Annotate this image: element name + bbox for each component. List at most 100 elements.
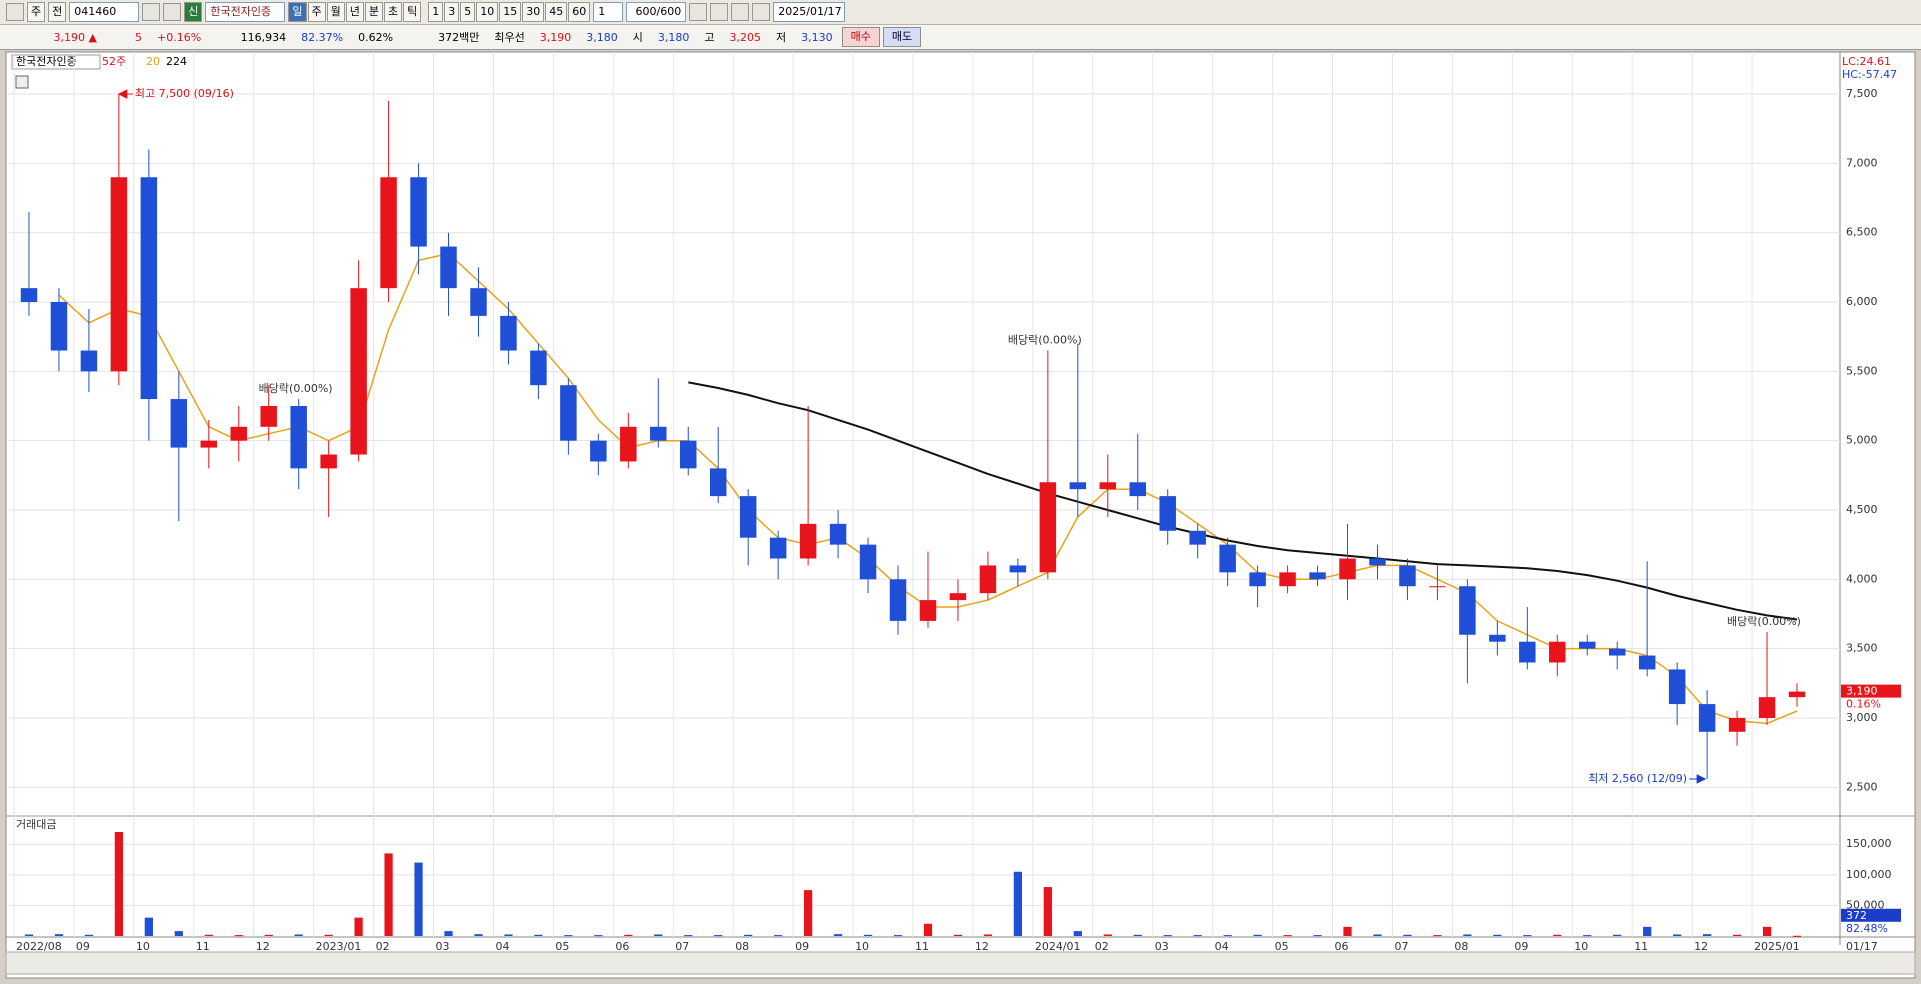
legend-marker: 52주 [102, 55, 126, 68]
y-tick-label: 4,500 [1846, 503, 1878, 516]
candle-body [110, 177, 128, 372]
sell-button[interactable]: 매도 [882, 27, 922, 47]
candle-body [350, 288, 367, 455]
ma-line [688, 381, 1798, 621]
change: 5 [135, 30, 142, 44]
volume-bar [1493, 934, 1502, 936]
candle-body [230, 426, 247, 441]
icon[interactable] [6, 3, 24, 21]
minute-button[interactable]: 10 [476, 2, 499, 22]
period-button[interactable]: 주 [307, 2, 326, 22]
minute-button[interactable]: 15 [499, 2, 522, 22]
type-button[interactable]: 전 [48, 2, 67, 22]
volume-bar [114, 832, 124, 936]
candle-body [919, 600, 937, 621]
x-tick-label: 09 [76, 940, 90, 953]
panel-icon[interactable] [15, 75, 29, 89]
icon[interactable] [163, 3, 182, 21]
volume-bar [1283, 935, 1292, 937]
label: 최우선 [494, 31, 525, 44]
volume-bar [1553, 934, 1562, 936]
volume-bar [564, 935, 573, 937]
x-tick-label: 12 [1694, 940, 1708, 953]
buy-button[interactable]: 매수 [841, 27, 880, 47]
volume-bar [1223, 935, 1232, 937]
volume-bar [1583, 935, 1592, 937]
candle-body [769, 537, 787, 559]
unit-input[interactable]: 1 [593, 2, 624, 22]
legend-box [11, 54, 101, 70]
x-tick-label: 08 [1454, 940, 1468, 953]
volume-bar [1013, 871, 1023, 936]
volume-bar [1403, 934, 1412, 936]
volume-bar [983, 934, 993, 936]
minute-button[interactable]: 3 [444, 2, 460, 22]
chart-title: 한국전자인증 [16, 55, 77, 68]
period-button[interactable]: 틱 [403, 2, 422, 22]
arrow [117, 89, 133, 99]
scrollbar[interactable] [5, 951, 1916, 975]
price-tag [1841, 684, 1901, 698]
count-input[interactable]: 600/600 [626, 2, 687, 22]
icon[interactable] [710, 3, 729, 21]
price-tag-label: 3,190 [1846, 685, 1878, 698]
icon[interactable] [731, 3, 750, 21]
x-tick-label: 03 [436, 940, 450, 953]
volume-bar [84, 934, 94, 936]
candle-body [650, 426, 667, 441]
legend-item: 20 [146, 55, 160, 68]
label: 시 [632, 31, 643, 44]
rate: +0.16% [157, 30, 202, 44]
arrow [1689, 774, 1707, 784]
volume-bar [714, 935, 723, 937]
period-button[interactable]: 월 [326, 2, 345, 22]
x-tick-label: 12 [256, 940, 270, 953]
x-tick-label: 10 [1574, 940, 1588, 953]
period-button[interactable]: 분 [364, 2, 383, 22]
candle-body [1099, 482, 1117, 490]
minute-button[interactable]: 60 [568, 2, 591, 22]
x-tick-label: 07 [675, 940, 689, 953]
candle-body [799, 523, 817, 559]
date-input[interactable]: 2025/01/17 [773, 2, 846, 22]
stock-name: 한국전자인증 [205, 2, 286, 22]
x-tick-label: 07 [1394, 940, 1408, 953]
candle-body [889, 579, 907, 621]
volume-bar [803, 890, 813, 936]
icon[interactable] [689, 3, 708, 21]
volume-bar [1673, 934, 1682, 936]
candle-body [739, 496, 757, 538]
period-button[interactable]: 년 [345, 2, 364, 22]
minute-button[interactable]: 30 [522, 2, 545, 22]
candle-body [50, 302, 68, 351]
icon[interactable] [752, 3, 771, 21]
x-tick-label: 04 [495, 940, 509, 953]
candle-body [979, 565, 997, 594]
volume-bar [1762, 926, 1772, 936]
period-button[interactable]: 일 [288, 2, 307, 22]
annotation: 최저 2,560 (12/09) [1588, 772, 1687, 785]
volume-bar [174, 931, 183, 936]
minute-button[interactable]: 5 [460, 2, 476, 22]
volume-bar [474, 934, 483, 936]
minute-button[interactable]: 45 [545, 2, 568, 22]
annotation: 최고 7,500 (09/16) [135, 87, 234, 100]
legend-item: 224 [166, 55, 187, 68]
volume-bar [534, 934, 543, 936]
period-button[interactable]: 초 [384, 2, 403, 22]
volume-bar [1103, 934, 1112, 936]
volume-bar [354, 917, 363, 936]
y-tick-label: 4,000 [1846, 572, 1878, 585]
candle-body [859, 544, 877, 580]
candle-body [1249, 572, 1266, 587]
label: 고 [704, 31, 715, 44]
volume-bar [953, 934, 963, 936]
minute-button[interactable]: 1 [428, 2, 444, 22]
x-tick-label: 11 [196, 940, 210, 953]
search-icon[interactable] [142, 3, 161, 21]
type-button[interactable]: 주 [27, 2, 46, 22]
candle-body [1758, 697, 1776, 718]
code-input[interactable]: 041460 [69, 2, 140, 22]
candle-body [1009, 565, 1027, 573]
candle-body [620, 426, 637, 462]
